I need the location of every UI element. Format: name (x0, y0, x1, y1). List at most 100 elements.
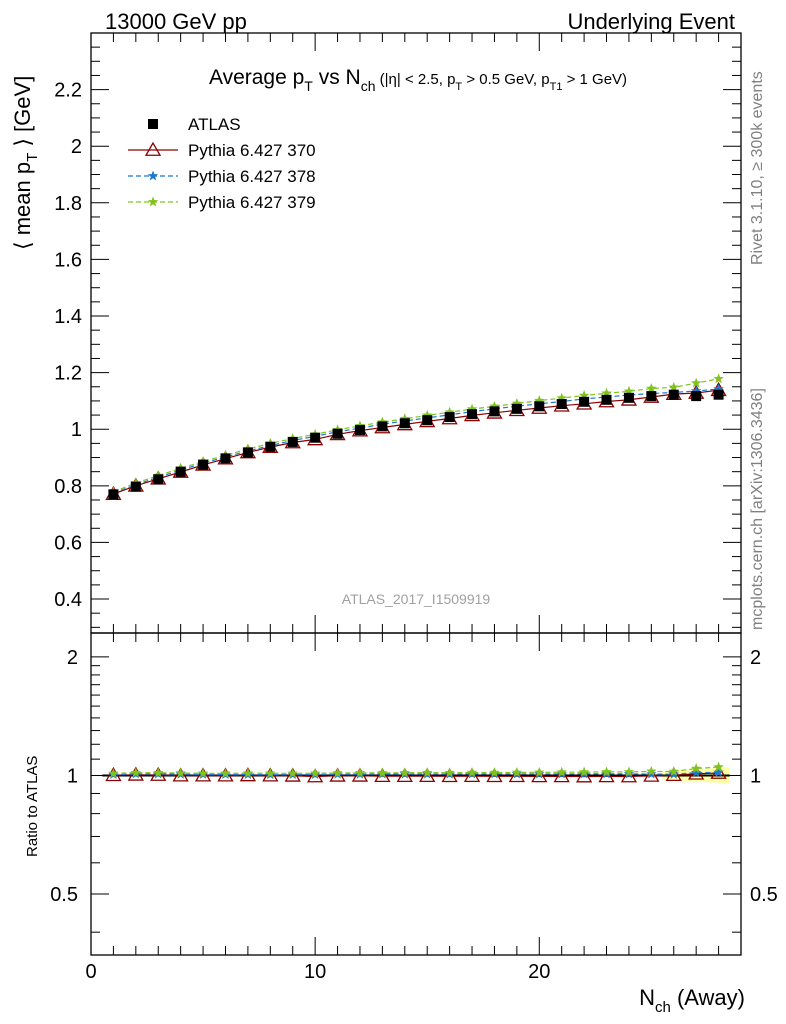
point-pythia-6-427-378 (713, 383, 724, 394)
ratio-point-pythia-6-427-379 (623, 766, 635, 777)
ratio-point-pythia-6-427-370 (374, 767, 391, 783)
main-panel: 0.4 0.6 0.8 1 1.2 1.4 1.6 1.8 2 2.2 (54, 32, 742, 634)
series-line-pythia-6-427-378 (113, 388, 719, 494)
ratio-point-pythia-6-427-379 (489, 767, 500, 778)
y-axis-label: ⟨ mean pT ⟩ [GeV] (10, 76, 41, 250)
point-pythia-6-427-379 (623, 385, 635, 396)
ratio-point-pythia-6-427-379 (287, 767, 298, 778)
point-pythia-6-427-379 (668, 381, 679, 392)
y-tick-label: 0.6 (54, 532, 82, 554)
legend-marker-pythia-6-427-379 (147, 196, 159, 207)
ratio-y-tick-label: 2 (750, 647, 761, 669)
point-atlas (534, 401, 545, 412)
ratio-point-pythia-6-427-379 (175, 767, 186, 778)
legend-marker-pythia-6-427-378 (147, 170, 159, 181)
point-pythia-6-427-379 (421, 409, 433, 420)
point-atlas (601, 394, 612, 405)
point-atlas (646, 391, 657, 402)
ratio-point-pythia-6-427-379 (242, 767, 254, 778)
point-atlas (422, 415, 433, 426)
point-atlas (489, 406, 500, 417)
legend-label-atlas: ATLAS (188, 115, 241, 134)
y-tick-label: 1 (71, 419, 82, 441)
ratio-point-pythia-6-427-370 (441, 767, 458, 783)
rivet-label: Rivet 3.1.10, ≥ 300k events (749, 71, 766, 265)
ratio-line-pythia-6-427-370 (113, 772, 719, 778)
point-atlas (287, 436, 298, 447)
ratio-y-axis-label: Ratio to ATLAS (24, 756, 41, 857)
ratio-point-pythia-6-427-379 (421, 767, 433, 778)
ratio-point-pythia-6-427-379 (668, 766, 679, 776)
legend-marker-pythia-6-427-370 (144, 141, 162, 156)
ratio-point-pythia-6-427-379 (354, 767, 366, 778)
point-atlas (579, 396, 590, 407)
ratio-point-pythia-6-427-370 (329, 767, 346, 782)
point-atlas (354, 425, 365, 436)
ratio-panel: 0 10 20 0.5 0.5 1 1 2 2 (50, 632, 778, 983)
y-tick-label: 1.6 (54, 249, 82, 271)
ratio-point-pythia-6-427-378 (690, 767, 702, 778)
ratio-plot-frame (90, 632, 742, 956)
ratio-y-tick-label: 1 (67, 765, 78, 787)
ratio-point-pythia-6-427-379 (220, 767, 231, 778)
y-tick-label: 1.4 (54, 306, 82, 328)
point-atlas (511, 403, 522, 414)
legend-marker-atlas (148, 119, 158, 129)
point-atlas (399, 418, 410, 429)
point-atlas (332, 428, 343, 439)
ratio-point-pythia-6-427-370 (419, 767, 436, 783)
point-atlas (623, 392, 634, 403)
point-pythia-6-427-379 (399, 413, 411, 424)
point-atlas (153, 474, 164, 485)
ratio-y-tick-label: 0.5 (50, 884, 78, 906)
point-pythia-6-427-379 (489, 400, 500, 411)
point-atlas (242, 447, 253, 458)
ratio-point-pythia-6-427-379 (444, 767, 455, 778)
ratio-y-tick-label: 1 (750, 765, 761, 787)
point-pythia-6-427-379 (690, 377, 702, 388)
ratio-point-pythia-6-427-370 (486, 767, 503, 783)
ratio-point-pythia-6-427-370 (553, 768, 570, 783)
ratio-point-pythia-6-427-379 (534, 766, 545, 777)
ratio-point-pythia-6-427-379 (309, 767, 321, 778)
ratio-point-pythia-6-427-379 (130, 767, 142, 778)
x-tick-label: 0 (85, 961, 96, 983)
series-line-pythia-6-427-379 (113, 378, 719, 493)
ratio-point-pythia-6-427-379 (690, 763, 702, 773)
point-atlas (265, 441, 276, 452)
header-left: 13000 GeV pp (105, 9, 247, 34)
point-pythia-6-427-379 (646, 382, 657, 393)
x-axis-label: Nch (Away) (639, 985, 745, 1016)
ratio-point-pythia-6-427-370 (643, 767, 660, 782)
ratio-point-pythia-6-427-370 (172, 767, 189, 782)
ratio-point-pythia-6-427-370 (463, 767, 481, 783)
mcplots-label: mcplots.cern.ch [arXiv:1306.3436] (749, 388, 766, 630)
ratio-point-pythia-6-427-379 (265, 767, 276, 778)
ratio-point-pythia-6-427-379 (466, 767, 478, 777)
ratio-y-tick-label: 2 (67, 647, 78, 669)
ratio-point-pythia-6-427-379 (511, 766, 523, 777)
y-tick-label: 1.2 (54, 363, 82, 385)
point-pythia-6-427-379 (713, 373, 724, 384)
point-atlas (377, 421, 388, 432)
point-pythia-6-427-378 (690, 385, 702, 396)
ratio-point-pythia-6-427-370 (284, 767, 301, 782)
header-right: Underlying Event (567, 9, 735, 34)
point-pythia-6-427-379 (511, 397, 523, 408)
ratio-point-pythia-6-427-370 (598, 768, 615, 783)
ratio-point-pythia-6-427-370 (575, 768, 593, 783)
point-atlas (467, 409, 478, 420)
point-atlas (220, 453, 231, 464)
point-atlas (310, 432, 321, 443)
ratio-point-pythia-6-427-379 (646, 765, 657, 776)
point-pythia-6-427-379 (534, 395, 545, 406)
ratio-point-pythia-6-427-379 (197, 767, 209, 778)
ratio-point-pythia-6-427-379 (556, 766, 567, 777)
point-atlas (108, 489, 119, 500)
ratio-line-pythia-6-427-378 (113, 771, 719, 776)
y-tick-label: 0.4 (54, 589, 82, 611)
ratio-y-tick-label: 0.5 (750, 884, 778, 906)
chart-title: Average pT vs Nch (|η| < 2.5, pT > 0.5 G… (209, 66, 627, 94)
ratio-point-pythia-6-427-379 (399, 767, 411, 778)
